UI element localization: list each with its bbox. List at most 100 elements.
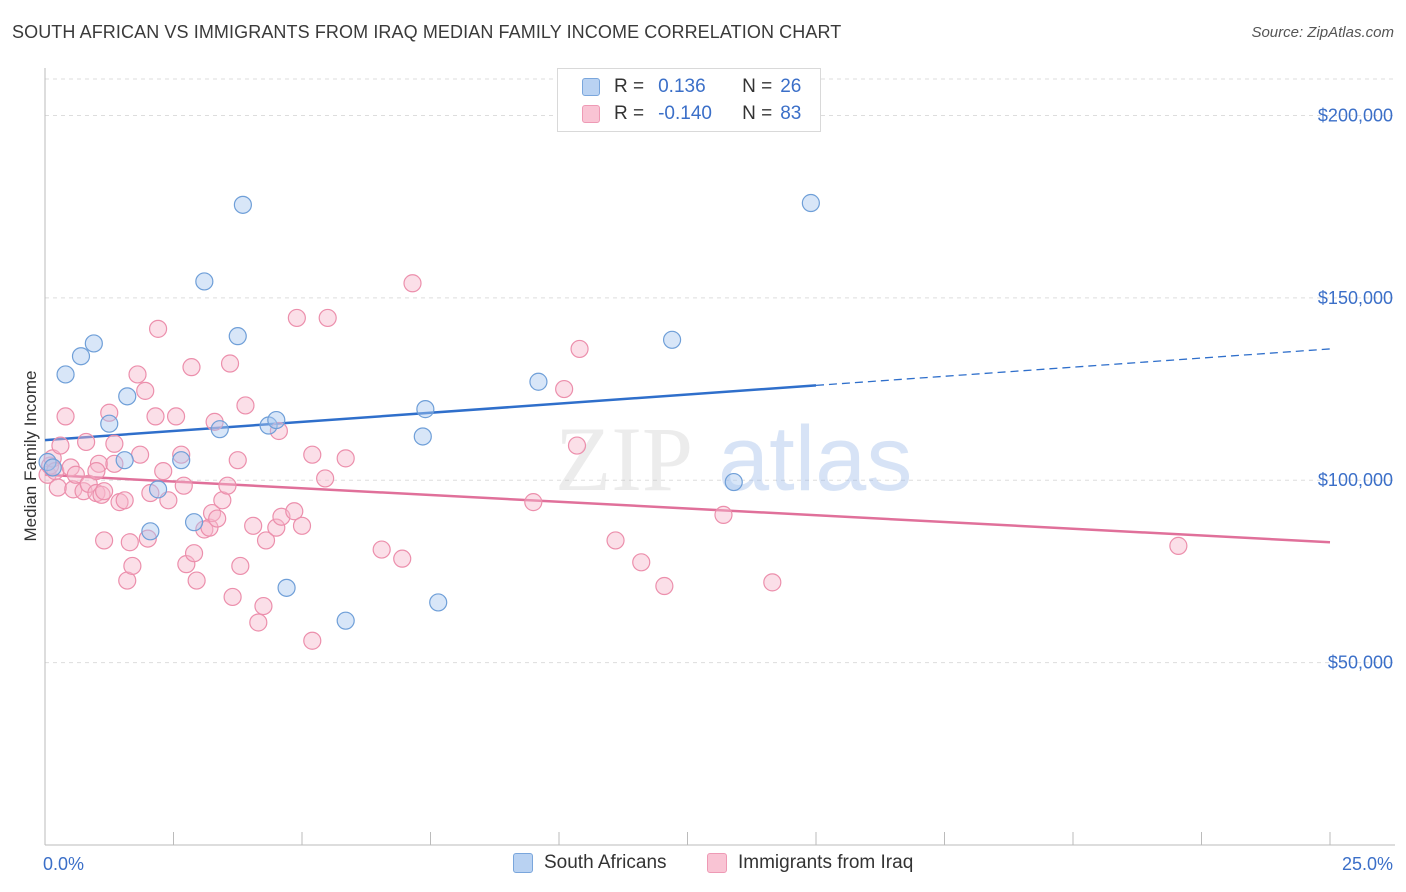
point-south-africans [277, 578, 296, 597]
point-iraq [130, 445, 150, 464]
legend-r-value: 0.136 [658, 76, 706, 97]
point-iraq [567, 436, 587, 455]
point-iraq [115, 491, 134, 510]
chart-title: SOUTH AFRICAN VS IMMIGRANTS FROM IRAQ ME… [12, 22, 842, 42]
point-iraq [1169, 536, 1188, 555]
trend-line-south-africans [44, 384, 817, 442]
legend-n-label: N = [742, 103, 773, 124]
point-iraq [393, 549, 412, 568]
point-iraq [256, 531, 276, 550]
y-tick-label: $50,000 [1328, 653, 1393, 673]
point-south-africans [801, 193, 820, 213]
point-south-africans [71, 347, 91, 366]
point-iraq [208, 509, 227, 528]
trend-lines [44, 348, 1331, 544]
point-south-africans [38, 452, 57, 472]
point-south-africans [141, 522, 160, 541]
point-south-africans [413, 427, 432, 446]
legend-r-value: -0.140 [658, 103, 712, 124]
point-south-africans [100, 414, 119, 433]
point-iraq [184, 544, 204, 563]
point-iraq [218, 476, 237, 495]
point-iraq [105, 454, 124, 473]
watermark-atlas: atlas [718, 408, 912, 510]
point-iraq [223, 587, 242, 607]
point-south-africans [115, 451, 134, 470]
point-iraq [287, 308, 306, 328]
legend-row-south-africans: R = 0.136 N = 26 [582, 74, 801, 100]
point-iraq [182, 358, 201, 377]
point-iraq [87, 462, 106, 481]
trend-line-iraq [44, 473, 1331, 544]
point-iraq [166, 407, 186, 426]
point-iraq [146, 407, 165, 426]
point-south-africans [228, 327, 247, 346]
point-iraq [372, 540, 391, 559]
point-iraq [655, 576, 674, 596]
point-iraq [77, 432, 96, 452]
point-iraq [228, 451, 247, 470]
legend-n-label: N = [742, 76, 773, 97]
x-tick-labels: 0.0% 25.0% [43, 854, 1393, 874]
point-south-africans [724, 472, 743, 492]
point-iraq [89, 454, 109, 473]
point-south-africans [56, 365, 75, 384]
point-iraq [51, 436, 70, 455]
trend-line-south-africans-extension [815, 348, 1331, 387]
data-points [38, 193, 1188, 650]
legend-n-value: 26 [780, 76, 802, 97]
point-iraq [555, 379, 574, 399]
point-south-africans [210, 420, 229, 439]
legend-label: South Africans [544, 852, 667, 873]
legend-swatch-pink [582, 105, 600, 123]
legend-r-label: R = [614, 76, 645, 97]
point-iraq [267, 518, 286, 537]
point-south-africans [118, 387, 137, 406]
point-iraq [316, 469, 335, 488]
x-tick-label: 0.0% [43, 854, 84, 874]
legend-swatch-blue [513, 853, 533, 873]
point-iraq [105, 434, 124, 453]
point-south-africans [416, 400, 435, 419]
point-iraq [95, 531, 114, 550]
point-south-africans [336, 611, 355, 630]
point-iraq [48, 478, 67, 497]
point-iraq [128, 365, 147, 384]
point-iraq [154, 462, 173, 481]
legend-row-iraq: R = -0.140 N = 83 [582, 101, 801, 127]
point-iraq [714, 505, 733, 524]
point-iraq [138, 529, 157, 548]
point-iraq [136, 381, 155, 400]
point-iraq [524, 493, 543, 512]
y-tick-label: $200,000 [1318, 105, 1393, 125]
point-iraq [336, 449, 355, 468]
point-iraq [318, 308, 337, 328]
point-iraq [763, 573, 782, 592]
point-south-africans [43, 458, 62, 477]
series-legend: South Africans Immigrants from Iraq [0, 852, 1406, 878]
legend-swatch-pink [707, 853, 727, 873]
point-iraq [174, 476, 193, 495]
watermark: ZIP atlas [555, 408, 912, 510]
point-iraq [285, 502, 304, 521]
point-iraq [66, 465, 85, 484]
point-south-africans [529, 372, 548, 391]
point-iraq [148, 319, 168, 338]
legend-n-value: 83 [780, 103, 802, 124]
legend-item-iraq[interactable]: Immigrants from Iraq [707, 852, 913, 874]
point-iraq [187, 571, 206, 590]
y-tick-label: $150,000 [1318, 288, 1393, 308]
legend-item-south-africans[interactable]: South Africans [513, 852, 667, 874]
point-iraq [95, 482, 114, 501]
x-tick-label: 25.0% [1342, 854, 1393, 874]
point-iraq [303, 631, 322, 650]
point-iraq [56, 407, 75, 426]
y-axis-label: Median Family Income [21, 370, 40, 541]
source-label: Source: ZipAtlas.com [1251, 24, 1394, 41]
point-iraq [231, 556, 250, 576]
point-iraq [244, 516, 263, 535]
point-iraq [292, 516, 312, 535]
point-iraq [303, 445, 322, 464]
point-south-africans [148, 480, 168, 499]
